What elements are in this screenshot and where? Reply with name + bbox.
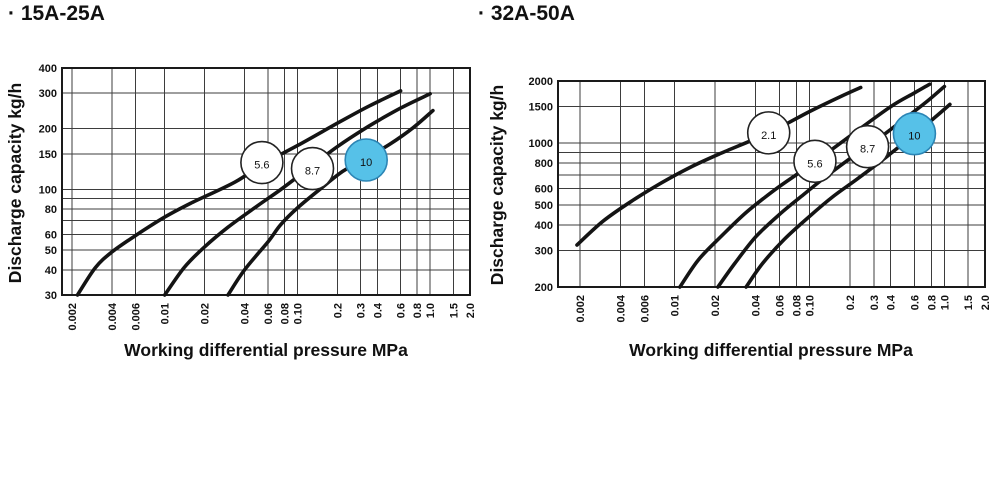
x-tick-label-0.06: 0.06 [263,303,275,324]
curve-badge-2.1: 2.1 [746,111,791,155]
x-tick-label-0.04: 0.04 [240,302,252,324]
x-tick-label-0.4: 0.4 [886,294,898,310]
y-tick-label-50: 50 [45,245,57,257]
y-tick-label-400: 400 [39,63,57,75]
badge-value-8.7: 8.7 [860,144,875,156]
badge-circle-8.7 [290,146,335,191]
y-tick-label-30: 30 [45,290,57,302]
chart1-title: · 15A-25A [8,2,105,25]
badge-circle-5.6 [793,139,837,184]
badge-value-5.6: 5.6 [254,160,269,172]
plot-border [61,67,471,296]
y-tick-label-500: 500 [535,200,553,212]
badge-circle-2.1 [746,111,791,155]
capacity-curves [75,89,435,297]
x-tick-label-0.3: 0.3 [356,303,368,318]
y-tick-labels: 200 300 400 500 600 800 1000 1500 2000 [529,76,553,294]
x-tick-label-0.002: 0.002 [575,295,587,323]
y-tick-label-800: 800 [535,158,553,170]
badge-circle-10 [892,111,937,156]
x-tick-labels: 0.002 0.004 0.006 0.01 0.02 0.04 0.06 0.08 0.10 0… [575,294,992,322]
x-tick-label-0.006: 0.006 [130,303,142,331]
x-tick-label-0.08: 0.08 [280,303,292,324]
badge-value-8.7: 8.7 [305,166,320,178]
badge-value-2.1: 2.1 [761,130,776,142]
x-tick-label-0.6: 0.6 [396,303,408,318]
x-tick-label-0.08: 0.08 [791,295,803,316]
y-tick-label-400: 400 [535,220,553,232]
y-tick-label-60: 60 [45,229,57,241]
y-tick-label-300: 300 [535,246,553,258]
x-tick-label-0.02: 0.02 [200,303,212,324]
x-tick-label-0.8: 0.8 [412,303,424,318]
x-tick-label-0.01: 0.01 [669,295,681,316]
x-tick-label-0.02: 0.02 [710,295,722,316]
x-tick-labels: 0.002 0.004 0.006 0.01 0.02 0.04 0.06 0.08 0.10 0… [67,302,477,330]
chart2-x-axis-title: Working differential pressure MPa [629,340,913,360]
x-tick-label-0.004: 0.004 [107,302,119,330]
x-tick-label-0.06: 0.06 [774,295,786,316]
x-tick-label-1.5: 1.5 [963,295,975,310]
y-tick-label-150: 150 [39,149,57,161]
badge-circle-10 [344,138,388,182]
x-tick-label-1.0: 1.0 [425,303,437,318]
x-tick-label-0.3: 0.3 [869,295,881,310]
curve-2.1 [575,85,863,247]
curve-badge-8.7: 8.7 [290,146,335,191]
badge-value-5.6: 5.6 [807,158,822,170]
chart1-x-axis-title: Working differential pressure MPa [124,340,408,360]
plot-border [557,80,986,288]
x-tick-label-0.4: 0.4 [372,302,384,318]
y-tick-label-40: 40 [45,265,57,277]
curve-8.7 [162,92,432,297]
x-tick-label-1.5: 1.5 [448,303,460,318]
badge-value-10: 10 [908,131,920,143]
badge-circle-8.7 [845,124,890,169]
x-tick-label-0.6: 0.6 [909,295,921,310]
y-tick-label-1000: 1000 [529,138,553,150]
x-tick-label-0.006: 0.006 [639,295,651,323]
curve-badge-10: 10 [344,138,388,182]
x-tick-label-2.0: 2.0 [980,295,992,310]
x-tick-label-0.10: 0.10 [292,303,304,324]
x-tick-label-0.002: 0.002 [67,303,79,331]
chart2-title: · 32A-50A [478,2,575,25]
y-tick-label-200: 200 [535,282,553,294]
y-tick-label-1500: 1500 [529,102,553,114]
curve-5.6 [75,89,403,297]
x-tick-label-0.04: 0.04 [751,294,763,316]
x-tick-label-0.01: 0.01 [160,303,172,324]
y-tick-label-600: 600 [535,184,553,196]
y-tick-label-80: 80 [45,204,57,216]
badge-circle-5.6 [240,140,284,185]
x-tick-label-0.004: 0.004 [616,294,628,322]
x-tick-label-0.8: 0.8 [926,295,938,310]
curve-badge-5.6: 5.6 [240,140,284,185]
y-tick-label-200: 200 [39,124,57,136]
curve-badge-5.6: 5.6 [793,139,837,184]
badge-value-10: 10 [360,157,372,169]
y-tick-labels: 30 40 50 60 80 100 150 200 300 400 [39,63,57,302]
y-tick-label-100: 100 [39,185,57,197]
curve-badge-8.7: 8.7 [845,124,890,169]
y-tick-label-2000: 2000 [529,76,553,88]
y-tick-label-300: 300 [39,88,57,100]
x-tick-label-0.10: 0.10 [804,295,816,316]
x-tick-label-2.0: 2.0 [465,303,477,318]
x-tick-label-0.2: 0.2 [332,303,344,318]
x-tick-label-0.2: 0.2 [845,295,857,310]
x-tick-label-1.0: 1.0 [939,295,951,310]
curve-badge-10: 10 [892,111,937,156]
